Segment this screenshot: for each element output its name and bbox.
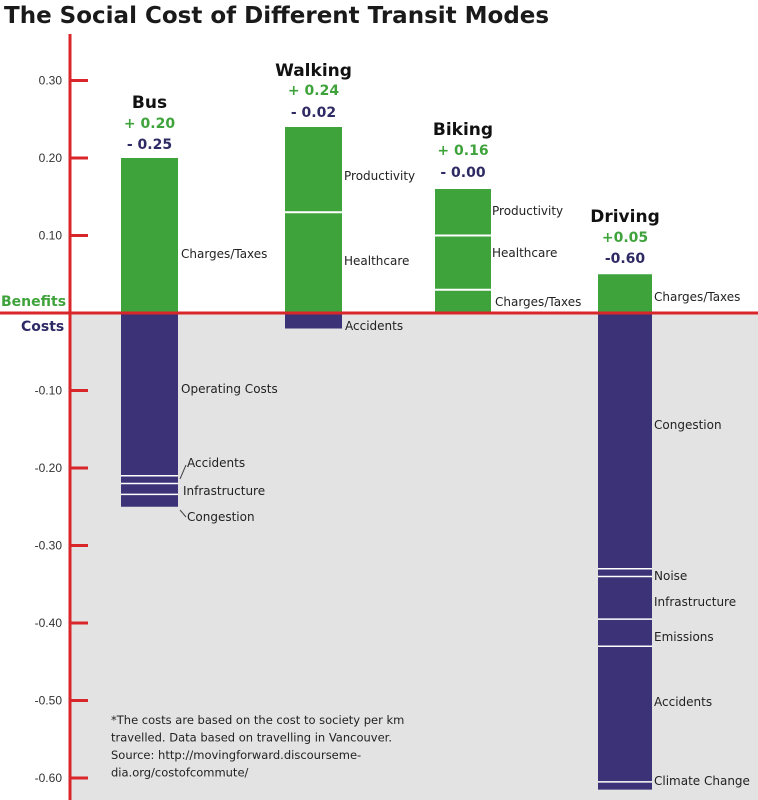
biking-benefit-bar: [435, 189, 491, 236]
bus-benefit-bar: [121, 158, 178, 313]
biking-cost-total: - 0.00: [440, 165, 485, 181]
footnote-line: Source: http://movingforward.discourseme…: [111, 748, 361, 762]
biking-benefit-label: Charges/Taxes: [495, 295, 581, 309]
label-leader: [179, 464, 187, 480]
bus-benefit-label: Charges/Taxes: [181, 247, 267, 261]
biking-benefit-bar: [435, 289, 491, 313]
walking-benefit-label: Productivity: [344, 169, 415, 183]
bus-cost-bar: [121, 494, 178, 507]
segment-labels: Charges/Taxes Operating Costs Accidents Inf…: [124, 61, 750, 788]
y-tick-label: -0.60: [35, 771, 63, 785]
driving-cost-label: Noise: [654, 569, 687, 583]
walking-cost-total: - 0.02: [291, 105, 336, 121]
bus-cost-label: Accidents: [187, 456, 245, 470]
bus-cost-bar: [121, 475, 178, 484]
driving-benefit-total: +0.05: [602, 230, 648, 246]
driving-cost-label: Accidents: [654, 695, 712, 709]
bus-cost-label: Congestion: [187, 510, 255, 524]
y-tick-label: -0.40: [35, 616, 63, 630]
walking-benefit-bar: [285, 212, 342, 313]
bus-cost-bar: [121, 483, 178, 495]
bus-cost-label: Operating Costs: [181, 382, 278, 396]
bus-cost-bar: [121, 313, 178, 476]
walking-benefit-bar: [285, 127, 342, 213]
walking-cost-label: Accidents: [345, 319, 403, 333]
footnote-line: dia.org/costofcommute/: [111, 766, 249, 780]
y-tick-label: 0.30: [39, 74, 63, 88]
driving-cost-label: Climate Change: [654, 774, 750, 788]
driving-cost-label: Infrastructure: [654, 595, 736, 609]
bus-cost-total: - 0.25: [127, 137, 172, 153]
y-tick-label: -0.20: [35, 461, 63, 475]
driving-cost-label: Congestion: [654, 418, 722, 432]
footnote: *The costs are based on the cost to soci…: [111, 713, 404, 780]
walking-mode-label: Walking: [275, 61, 352, 81]
y-tick-label: -0.10: [35, 384, 63, 398]
driving-cost-bar: [598, 576, 652, 620]
driving-benefit-bar: [598, 274, 652, 313]
y-tick-label: 0.20: [39, 151, 63, 165]
walking-cost-bar: [285, 313, 342, 329]
label-leader: [179, 509, 187, 518]
chart-title: The Social Cost of Different Transit Mod…: [4, 3, 549, 29]
y-tick-label: -0.50: [35, 694, 63, 708]
biking-benefit-bar: [435, 235, 491, 290]
driving-cost-bar: [598, 781, 652, 790]
walking-benefit-total: + 0.24: [288, 83, 339, 99]
bus-cost-label: Infrastructure: [183, 484, 265, 498]
biking-benefit-label: Productivity: [492, 204, 563, 218]
biking-benefit-total: + 0.16: [437, 143, 488, 159]
y-tick-label: 0.10: [39, 229, 63, 243]
biking-mode-label: Biking: [433, 120, 493, 140]
footnote-line: travelled. Data based on travelling in V…: [111, 731, 392, 745]
driving-mode-label: Driving: [590, 207, 660, 227]
driving-cost-bar: [598, 313, 652, 569]
benefits-label: Benefits: [1, 294, 66, 310]
footnote-line: *The costs are based on the cost to soci…: [111, 713, 404, 727]
driving-cost-bar: [598, 568, 652, 577]
driving-cost-bar: [598, 619, 652, 647]
walking-benefit-label: Healthcare: [344, 254, 409, 268]
driving-benefit-label: Charges/Taxes: [654, 290, 740, 304]
y-axis-ticks: 0.30 0.20 0.10 -0.10 -0.20 -0.30 -0.40 -0.50 -0.…: [35, 74, 88, 785]
driving-cost-bar: [598, 646, 652, 782]
y-tick-label: -0.30: [35, 539, 63, 553]
driving-cost-label: Emissions: [654, 630, 714, 644]
biking-benefit-label: Healthcare: [492, 246, 557, 260]
bars: [121, 127, 652, 790]
costs-label: Costs: [21, 319, 64, 335]
bus-benefit-total: + 0.20: [124, 116, 175, 132]
bus-mode-label: Bus: [132, 93, 167, 113]
driving-cost-total: -0.60: [605, 251, 646, 267]
